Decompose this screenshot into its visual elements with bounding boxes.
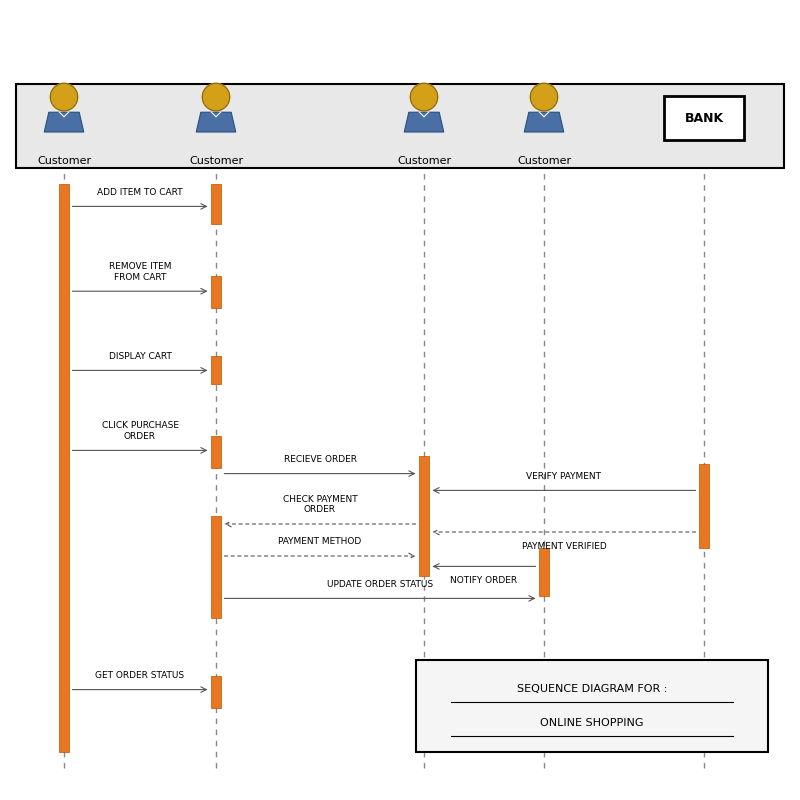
Bar xyxy=(419,456,430,576)
Bar xyxy=(211,676,221,708)
Text: CLICK PURCHASE
ORDER: CLICK PURCHASE ORDER xyxy=(102,422,178,441)
Text: ONLINE SHOPPING: ONLINE SHOPPING xyxy=(540,718,644,727)
Text: Customer: Customer xyxy=(37,156,91,166)
Bar xyxy=(211,356,221,384)
Text: SEQUENCE DIAGRAM FOR :: SEQUENCE DIAGRAM FOR : xyxy=(517,685,667,694)
Text: BANK: BANK xyxy=(685,111,723,125)
Bar xyxy=(664,96,744,140)
Bar xyxy=(211,516,221,618)
Bar xyxy=(699,464,710,548)
Polygon shape xyxy=(196,112,236,132)
Text: GET ORDER STATUS: GET ORDER STATUS xyxy=(95,671,185,680)
Text: CHECK PAYMENT
ORDER: CHECK PAYMENT ORDER xyxy=(282,495,358,514)
Text: NOTIFY ORDER: NOTIFY ORDER xyxy=(450,576,518,585)
Bar xyxy=(211,184,221,224)
Text: RECIEVE ORDER: RECIEVE ORDER xyxy=(283,455,357,464)
Bar xyxy=(59,184,69,752)
Text: UPDATE ORDER STATUS: UPDATE ORDER STATUS xyxy=(327,580,433,589)
Text: Customer: Customer xyxy=(397,156,451,166)
Bar xyxy=(211,436,221,468)
Text: DISPLAY CART: DISPLAY CART xyxy=(109,352,171,361)
Text: ADD ITEM TO CART: ADD ITEM TO CART xyxy=(97,188,183,197)
Text: REMOVE ITEM
FROM CART: REMOVE ITEM FROM CART xyxy=(109,262,171,282)
Text: VERIFY PAYMENT: VERIFY PAYMENT xyxy=(526,472,602,481)
Polygon shape xyxy=(524,112,564,132)
Circle shape xyxy=(50,83,78,110)
Circle shape xyxy=(530,83,558,110)
Bar xyxy=(16,84,784,168)
Bar xyxy=(416,660,768,752)
Text: Customer: Customer xyxy=(189,156,243,166)
Text: PAYMENT METHOD: PAYMENT METHOD xyxy=(278,538,362,546)
Polygon shape xyxy=(404,112,444,132)
Bar xyxy=(211,276,221,308)
Bar xyxy=(539,548,550,596)
Polygon shape xyxy=(44,112,84,132)
Text: PAYMENT VERIFIED: PAYMENT VERIFIED xyxy=(522,542,606,550)
Circle shape xyxy=(410,83,438,110)
Text: Customer: Customer xyxy=(517,156,571,166)
Circle shape xyxy=(202,83,230,110)
